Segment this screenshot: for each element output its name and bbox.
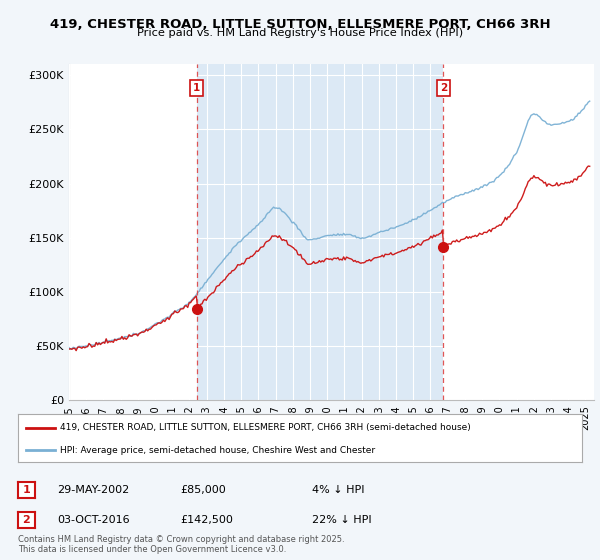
Bar	[197, 64, 443, 400]
Text: HPI: Average price, semi-detached house, Cheshire West and Chester: HPI: Average price, semi-detached house,…	[60, 446, 376, 455]
Text: 2: 2	[440, 83, 447, 93]
Text: 419, CHESTER ROAD, LITTLE SUTTON, ELLESMERE PORT, CH66 3RH: 419, CHESTER ROAD, LITTLE SUTTON, ELLESM…	[50, 18, 550, 31]
Text: 1: 1	[23, 485, 30, 495]
Text: 419, CHESTER ROAD, LITTLE SUTTON, ELLESMERE PORT, CH66 3RH (semi-detached house): 419, CHESTER ROAD, LITTLE SUTTON, ELLESM…	[60, 423, 471, 432]
Text: Price paid vs. HM Land Registry's House Price Index (HPI): Price paid vs. HM Land Registry's House …	[137, 28, 463, 38]
Text: 4% ↓ HPI: 4% ↓ HPI	[312, 485, 365, 495]
Text: 03-OCT-2016: 03-OCT-2016	[57, 515, 130, 525]
Text: Contains HM Land Registry data © Crown copyright and database right 2025.
This d: Contains HM Land Registry data © Crown c…	[18, 535, 344, 554]
Text: 1: 1	[193, 83, 200, 93]
Text: £142,500: £142,500	[180, 515, 233, 525]
Text: 2: 2	[23, 515, 30, 525]
Text: 29-MAY-2002: 29-MAY-2002	[57, 485, 129, 495]
Text: 22% ↓ HPI: 22% ↓ HPI	[312, 515, 371, 525]
Text: £85,000: £85,000	[180, 485, 226, 495]
